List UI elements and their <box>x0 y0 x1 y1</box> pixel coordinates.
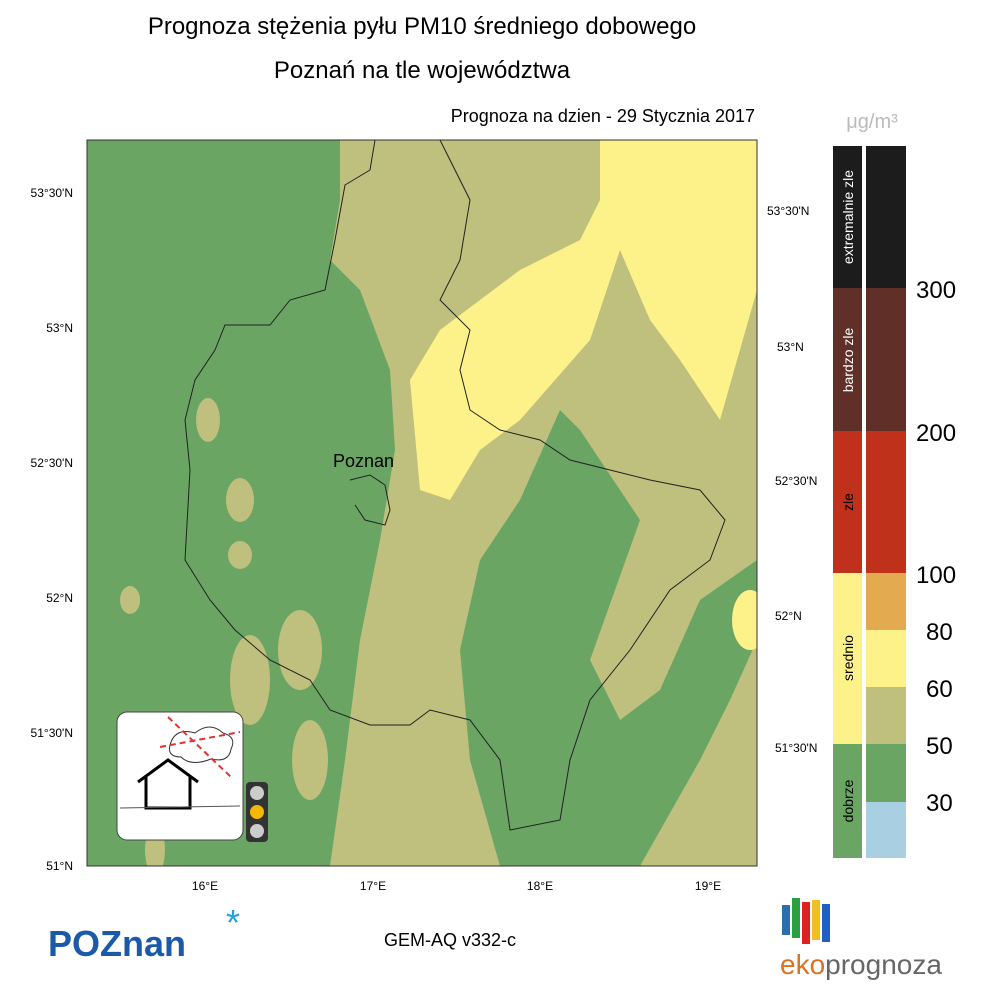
zone-moderate <box>120 586 140 614</box>
threshold-label: 300 <box>916 277 956 304</box>
city-logo: POZnan <box>48 923 186 964</box>
legend-swatch <box>866 288 906 431</box>
threshold-label: 30 <box>926 790 953 817</box>
model-label: GEM-AQ v332-c <box>384 930 516 950</box>
logo-asterisk: * <box>226 902 240 943</box>
legend-swatch <box>866 146 906 288</box>
threshold-label: 200 <box>916 420 956 447</box>
lat-label: 52°N <box>46 591 73 605</box>
threshold-label: 100 <box>916 562 956 589</box>
zone-moderate <box>226 478 254 522</box>
zone-moderate <box>640 640 757 866</box>
brand-name: ekoprognoza <box>780 949 942 980</box>
legend-swatch <box>866 802 906 858</box>
legend-swatch <box>866 573 906 630</box>
zone-elevated <box>410 140 757 500</box>
legend-swatch <box>833 288 862 431</box>
category-label: srednio <box>840 635 856 681</box>
legend-swatch <box>866 630 906 687</box>
city-label: Poznan <box>333 451 394 471</box>
zone-moderate <box>330 140 757 866</box>
category-label: bardzo zle <box>840 327 856 392</box>
voivodeship-border <box>184 140 726 831</box>
brand-prefix: eko <box>780 949 825 980</box>
zone-moderate <box>361 785 389 835</box>
threshold-label: 80 <box>926 619 953 646</box>
unit-label: μg/m³ <box>846 111 898 133</box>
lon-label: 17°E <box>360 879 386 893</box>
lat-label: 51°30'N <box>775 741 817 755</box>
zone-moderate <box>196 398 220 442</box>
threshold-label: 50 <box>926 733 953 760</box>
legend-swatch <box>833 744 862 858</box>
zone-moderate <box>278 610 322 690</box>
lon-label: 19°E <box>695 879 721 893</box>
legend-swatch <box>866 431 906 573</box>
lat-label: 52°30'N <box>775 474 817 488</box>
category-label: extremalnie zle <box>840 170 856 264</box>
lat-label: 51°N <box>46 859 73 873</box>
lat-label: 52°30'N <box>31 456 73 470</box>
lon-label: 18°E <box>527 879 553 893</box>
smog-icon <box>116 711 268 842</box>
title: Prognoza stężenia pyłu PM10 średniego do… <box>148 13 696 40</box>
zone-moderate <box>228 541 252 569</box>
legend-swatch <box>833 431 862 573</box>
category-label: dobrze <box>840 779 856 822</box>
legend-swatch <box>833 146 862 288</box>
brand-bars <box>782 898 830 944</box>
zone-moderate <box>230 635 270 725</box>
legend-swatch <box>833 573 862 744</box>
category-label: zle <box>840 493 856 511</box>
forecast-date: Prognoza na dzien - 29 Stycznia 2017 <box>451 106 755 126</box>
lat-label: 51°30'N <box>31 726 73 740</box>
threshold-label: 60 <box>926 676 953 703</box>
legend-swatch <box>866 687 906 744</box>
brand-suffix: prognoza <box>825 949 942 980</box>
lat-label: 52°N <box>775 609 802 623</box>
subtitle: Poznań na tle województwa <box>274 57 571 84</box>
zone-moderate <box>292 720 328 800</box>
lon-label: 16°E <box>192 879 218 893</box>
zone-elevated <box>732 590 757 650</box>
map-frame <box>86 139 758 867</box>
city-border <box>349 474 391 526</box>
lat-label: 53°N <box>46 321 73 335</box>
legend-swatch <box>866 744 906 802</box>
lat-label: 53°30'N <box>31 186 73 200</box>
lat-label: 53°30'N <box>767 204 809 218</box>
lat-label: 53°N <box>777 340 804 354</box>
